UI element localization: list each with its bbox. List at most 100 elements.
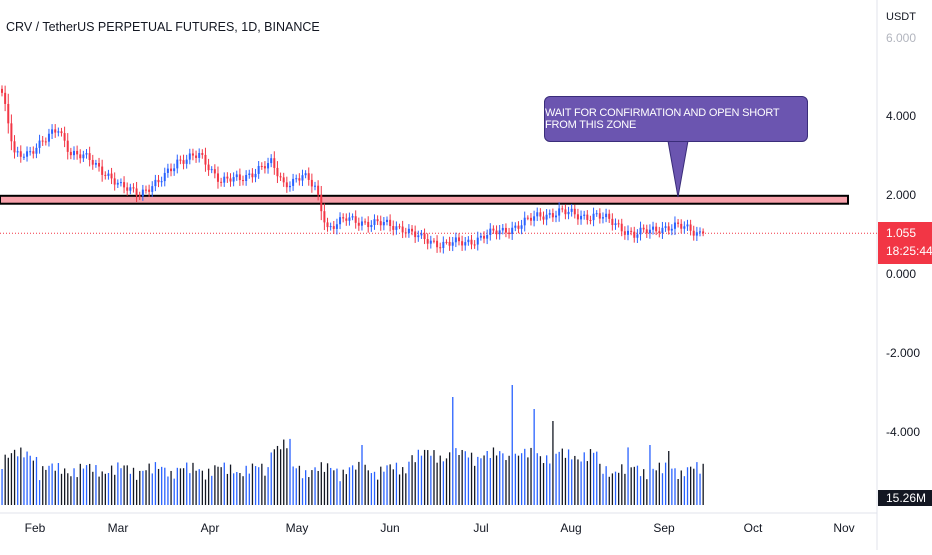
- volume-bar: [589, 449, 592, 505]
- candle-body: [370, 225, 373, 228]
- candle-body: [213, 169, 216, 174]
- candle-body: [38, 140, 41, 148]
- candle-body: [166, 168, 169, 173]
- volume-bar: [73, 468, 75, 505]
- volume-bar: [286, 448, 288, 505]
- candle-body: [548, 213, 551, 215]
- time-tick-label: Mar: [107, 521, 129, 535]
- candle-body: [680, 223, 683, 229]
- candle-body: [642, 227, 645, 230]
- candle-body: [110, 173, 113, 179]
- candle-body: [85, 153, 88, 155]
- volume-bar: [483, 455, 485, 505]
- candle-body: [601, 217, 604, 219]
- volume-bar: [370, 473, 373, 505]
- candle-body: [66, 140, 69, 152]
- time-tick-label: Oct: [743, 521, 763, 535]
- volume-bar: [305, 470, 307, 505]
- candle-body: [19, 151, 22, 157]
- candle-body: [420, 233, 423, 236]
- candle-body: [332, 226, 335, 229]
- volume-bar: [348, 467, 351, 505]
- volume-bar: [276, 445, 279, 505]
- candle-body: [545, 214, 548, 220]
- volume-bar: [361, 445, 363, 505]
- candle-body: [138, 195, 141, 197]
- candle-body: [605, 213, 608, 218]
- candle-body: [589, 219, 592, 221]
- volume-bar: [176, 467, 178, 505]
- volume-bar: [67, 473, 69, 505]
- candle-body: [285, 182, 288, 188]
- volume-bar: [414, 462, 416, 505]
- volume-bar: [433, 450, 435, 505]
- volume-bar: [267, 467, 269, 505]
- candle-body: [191, 153, 194, 156]
- volume-bar: [558, 451, 560, 505]
- volume-bar: [458, 455, 460, 505]
- volume-bar: [258, 467, 260, 505]
- time-tick-label: May: [285, 521, 309, 535]
- volume-bar: [627, 447, 629, 505]
- volume-bar: [592, 452, 595, 505]
- volume-bar: [17, 456, 19, 505]
- volume-bar: [530, 447, 532, 505]
- candle-body: [445, 241, 448, 243]
- candle-body: [345, 218, 348, 221]
- candle-body: [257, 165, 260, 174]
- candle-body: [373, 219, 376, 226]
- candle-body: [320, 194, 323, 212]
- volume-bar: [89, 463, 91, 505]
- candle-body: [323, 211, 326, 223]
- candle-body: [41, 140, 44, 142]
- callout-annotation[interactable]: WAIT FOR CONFIRMATION AND OPEN SHORT FRO…: [544, 96, 808, 142]
- volume-bar: [336, 468, 338, 505]
- candle-body: [91, 159, 94, 165]
- candle-body: [436, 240, 439, 248]
- volume-bar: [151, 473, 153, 505]
- candle-body: [329, 226, 332, 228]
- time-tick-label: Jun: [380, 521, 400, 535]
- candle-body: [188, 153, 191, 160]
- candle-body: [633, 231, 636, 238]
- candle-body: [457, 237, 460, 242]
- volume-bar: [696, 462, 698, 505]
- volume-bar: [395, 462, 398, 505]
- volume-bar: [236, 472, 238, 505]
- candle-body: [98, 162, 101, 167]
- volume-bar: [577, 459, 579, 505]
- volume-bar: [114, 474, 116, 505]
- candle-body: [533, 216, 536, 221]
- candle-body: [141, 189, 144, 197]
- candle-body: [163, 172, 166, 182]
- candle-body: [119, 182, 122, 184]
- candle-body: [301, 175, 304, 181]
- volume-bar: [452, 397, 454, 505]
- volume-bar: [668, 451, 670, 505]
- candle-body: [157, 179, 160, 183]
- candle-body: [683, 226, 686, 229]
- volume-bar: [57, 463, 60, 505]
- volume-bar: [602, 473, 604, 505]
- volume-bar: [120, 468, 122, 505]
- candle-body: [476, 237, 479, 245]
- volume-bar: [311, 470, 313, 505]
- candle-body: [310, 179, 313, 187]
- time-tick-label: Sep: [653, 521, 675, 535]
- candle-body: [339, 217, 342, 225]
- volume-bar: [448, 452, 451, 505]
- volume-bar: [373, 471, 376, 505]
- volume-bar: [142, 470, 144, 505]
- candle-body: [260, 165, 263, 167]
- volume-bar: [680, 470, 682, 505]
- candle-body: [245, 174, 248, 181]
- candle-body: [667, 226, 670, 231]
- candle-body: [207, 164, 210, 171]
- volume-bar: [502, 453, 504, 505]
- candle-body: [82, 154, 85, 159]
- volume-bar: [505, 460, 507, 505]
- candle-body: [148, 189, 151, 192]
- candle-body: [529, 217, 532, 221]
